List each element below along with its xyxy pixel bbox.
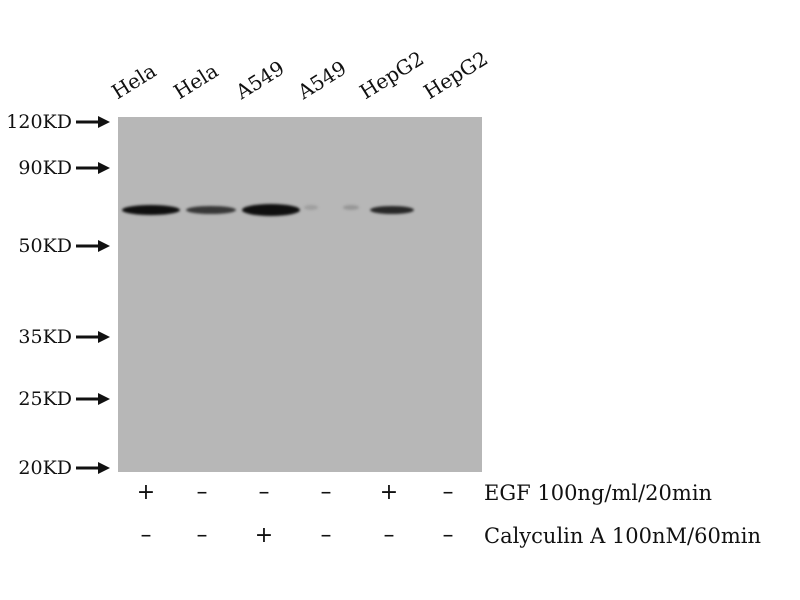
- egf-sign-lane-1: +: [136, 480, 156, 505]
- blot-membrane: [118, 117, 482, 472]
- marker-label: 20KD: [18, 457, 72, 479]
- marker-label: 35KD: [18, 326, 72, 348]
- egf-sign-lane-5: +: [379, 480, 399, 505]
- lane-label-4: A549: [293, 55, 351, 104]
- calyculin-sign-lane-2: –: [196, 523, 208, 548]
- band-lane-2: [186, 206, 236, 214]
- band-lane-5: [343, 205, 359, 210]
- egf-treatment-label: EGF 100ng/ml/20min: [484, 481, 713, 505]
- egf-sign-lane-4: –: [320, 480, 332, 505]
- arrow-right-icon: [76, 162, 110, 174]
- calyculin-sign-lane-1: –: [140, 523, 152, 548]
- calyculin-sign-lane-3: +: [254, 523, 274, 548]
- marker-25kd: 25KD: [0, 387, 110, 411]
- calyculin-sign-lane-5: –: [383, 523, 395, 548]
- calyculin-sign-lane-4: –: [320, 523, 332, 548]
- lane-label-6: HepG2: [419, 46, 493, 104]
- marker-120kd: 120KD: [0, 110, 110, 134]
- marker-label: 50KD: [18, 235, 72, 257]
- lane-label-1: Hela: [107, 58, 161, 104]
- marker-label: 120KD: [6, 111, 72, 133]
- lane-label-2: Hela: [169, 58, 223, 104]
- marker-50kd: 50KD: [0, 234, 110, 258]
- arrow-right-icon: [76, 116, 110, 128]
- arrow-right-icon: [76, 393, 110, 405]
- egf-sign-lane-2: –: [196, 480, 208, 505]
- band-lane-1: [122, 205, 180, 215]
- egf-sign-lane-6: –: [442, 480, 454, 505]
- calyculin-treatment-label: Calyculin A 100nM/60min: [484, 524, 761, 548]
- marker-label: 90KD: [18, 157, 72, 179]
- band-lane-3: [242, 204, 300, 216]
- marker-20kd: 20KD: [0, 456, 110, 480]
- egf-sign-lane-3: –: [258, 480, 270, 505]
- arrow-right-icon: [76, 240, 110, 252]
- calyculin-sign-lane-6: –: [442, 523, 454, 548]
- band-lane-4: [304, 205, 318, 210]
- lane-label-5: HepG2: [355, 46, 429, 104]
- lane-label-3: A549: [231, 55, 289, 104]
- arrow-right-icon: [76, 331, 110, 343]
- marker-35kd: 35KD: [0, 325, 110, 349]
- band-lane-6: [370, 206, 414, 214]
- marker-90kd: 90KD: [0, 156, 110, 180]
- arrow-right-icon: [76, 462, 110, 474]
- marker-label: 25KD: [18, 388, 72, 410]
